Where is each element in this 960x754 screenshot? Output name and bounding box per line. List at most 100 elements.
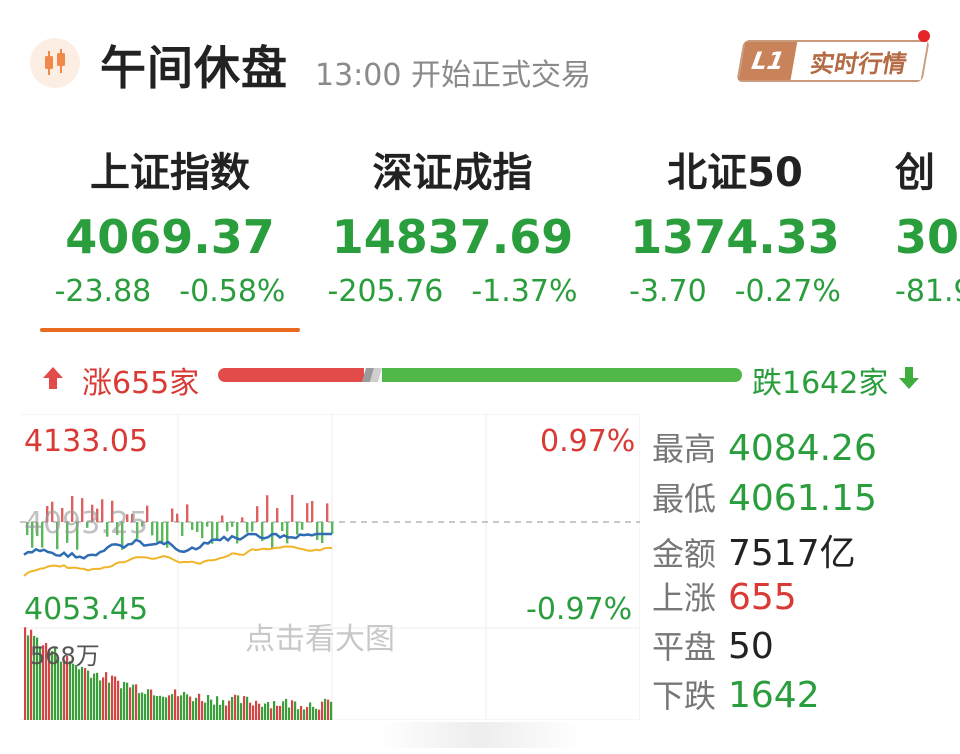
diff-bar (226, 522, 229, 532)
volume-bar (195, 697, 198, 720)
diff-bar (221, 515, 224, 522)
advancers-label: 涨655家 (82, 366, 200, 401)
realtime-quote-badge[interactable]: L1 实时行情 (736, 40, 930, 82)
flat-divider (362, 368, 382, 382)
volume-bar (177, 696, 180, 720)
diff-bar (76, 522, 79, 550)
diff-bar (296, 522, 299, 535)
volume-bar (54, 647, 57, 720)
diff-bar (91, 504, 94, 522)
volume-bar (60, 661, 63, 720)
diff-bar (36, 522, 39, 537)
diff-bar (81, 498, 84, 522)
stat-value: 4084.26 (728, 428, 877, 469)
diff-bar (331, 522, 334, 535)
volume-bar (63, 659, 66, 720)
notification-dot (918, 30, 930, 42)
index-change: -205.76 (327, 274, 444, 309)
volume-bar (174, 689, 177, 720)
volume-bar (111, 675, 114, 720)
diff-bar (116, 522, 119, 535)
volume-bar (189, 696, 192, 720)
diff-bar (266, 495, 269, 522)
volume-bar (246, 696, 249, 720)
volume-bar (219, 704, 222, 720)
volume-bar (72, 663, 75, 720)
diff-bar (246, 522, 249, 533)
index-card-bse50[interactable]: 北证50 1374.33 -3.70 -0.27% (615, 140, 855, 309)
index-card-szse[interactable]: 深证成指 14837.69 -205.76 -1.37% (327, 140, 578, 309)
volume-bar (132, 684, 135, 720)
diff-bar (276, 508, 279, 522)
diff-bar (111, 500, 114, 522)
enlarge-chart-hint[interactable]: 点击看大图 (245, 622, 395, 657)
decliners-bar (382, 368, 742, 382)
volume-bar (285, 698, 288, 720)
volume-bar (240, 703, 243, 720)
volume-bar (249, 702, 252, 720)
volume-bar (51, 651, 54, 720)
diff-bar (316, 522, 319, 541)
volume-bar (105, 672, 108, 720)
volume-bar (99, 680, 102, 720)
decliners-label: 跌1642家 (752, 366, 889, 401)
diff-bar (106, 522, 109, 537)
volume-bar (234, 694, 237, 720)
volume-bar (57, 657, 60, 720)
volume-bar (120, 688, 123, 720)
volume-bar (273, 701, 276, 720)
diff-bar (146, 505, 149, 522)
volume-bar (69, 661, 72, 720)
volume-bar (27, 635, 30, 720)
index-value: 14837.69 (331, 210, 574, 264)
volume-bar (141, 692, 144, 720)
volume-bar (33, 635, 36, 720)
intraday-chart[interactable] (20, 414, 640, 720)
volume-bar (222, 700, 225, 720)
volume-bar (288, 707, 291, 720)
volume-bar (282, 701, 285, 720)
volume-bar (204, 702, 207, 720)
diff-bar (311, 501, 314, 522)
volume-bar (129, 687, 132, 720)
volume-bar (126, 682, 129, 720)
volume-bar (255, 700, 258, 720)
volume-bar (90, 677, 93, 720)
volume-bar (108, 682, 111, 720)
volume-bar (318, 709, 321, 720)
volume-bar (66, 656, 69, 720)
stat-value: 655 (728, 577, 797, 618)
prev-close-label: 4093.25 (24, 506, 149, 541)
volume-bar (144, 693, 147, 720)
diff-bar (241, 517, 244, 522)
index-name: 创 (895, 150, 935, 196)
volume-bar (252, 705, 255, 720)
index-card-sse[interactable]: 上证指数 4069.37 -23.88 -0.58% (40, 140, 300, 309)
index-card-chinext[interactable]: 创 30 -81.9 (895, 140, 960, 309)
diff-bar (206, 522, 209, 527)
volume-bar (87, 670, 90, 720)
volume-bar (153, 695, 156, 720)
diff-bar (96, 508, 99, 522)
index-change: -81.9 (895, 274, 960, 309)
volume-bar (207, 694, 210, 720)
volume-bar (168, 695, 171, 720)
diff-bar (186, 504, 189, 522)
volume-bar (303, 709, 306, 720)
diff-bar (121, 522, 124, 550)
index-change-pct: -0.27% (734, 274, 841, 309)
volume-bar (201, 701, 204, 720)
volume-bar (306, 706, 309, 720)
max-volume-label: 568万 (30, 642, 100, 670)
volume-bar (102, 677, 105, 720)
index-name: 深证成指 (372, 150, 533, 196)
volume-bar (324, 698, 327, 720)
index-change-pct: -1.37% (471, 274, 578, 309)
stat-decliners: 下跌 1642 (652, 671, 820, 717)
chart-low-pct: -0.97% (526, 592, 633, 627)
volume-bar (264, 703, 267, 720)
stat-unchanged: 平盘 50 (652, 622, 774, 668)
volume-bar (315, 708, 318, 720)
diff-bar (291, 494, 294, 522)
diff-bar (71, 496, 74, 522)
